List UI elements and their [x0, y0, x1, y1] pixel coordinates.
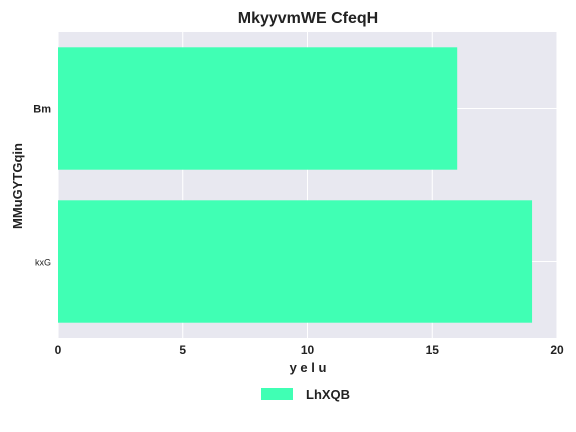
x-tick-labels: 0 5 10 15 20: [55, 343, 564, 357]
x-tick-label: 5: [179, 343, 186, 357]
legend-label: LhXQB: [306, 387, 350, 402]
y-tick-labels: Bm kxG: [33, 104, 51, 268]
y-tick-label: kxG: [35, 258, 51, 268]
bar-kxG: [58, 200, 533, 323]
x-tick-label: 0: [55, 343, 62, 357]
y-tick-label: Bm: [33, 104, 51, 116]
y-axis-label: MMuGYTGqin: [10, 143, 25, 229]
bars: [58, 47, 533, 323]
x-tick-label: 10: [301, 343, 315, 357]
legend-swatch: [261, 388, 293, 400]
x-axis-label: y e l u: [290, 360, 327, 375]
x-tick-label: 20: [550, 343, 564, 357]
legend: LhXQB: [261, 387, 350, 402]
chart-title: MkyyvmWE CfeqH: [238, 10, 378, 27]
bar-Bm: [58, 47, 458, 170]
x-tick-label: 15: [426, 343, 440, 357]
